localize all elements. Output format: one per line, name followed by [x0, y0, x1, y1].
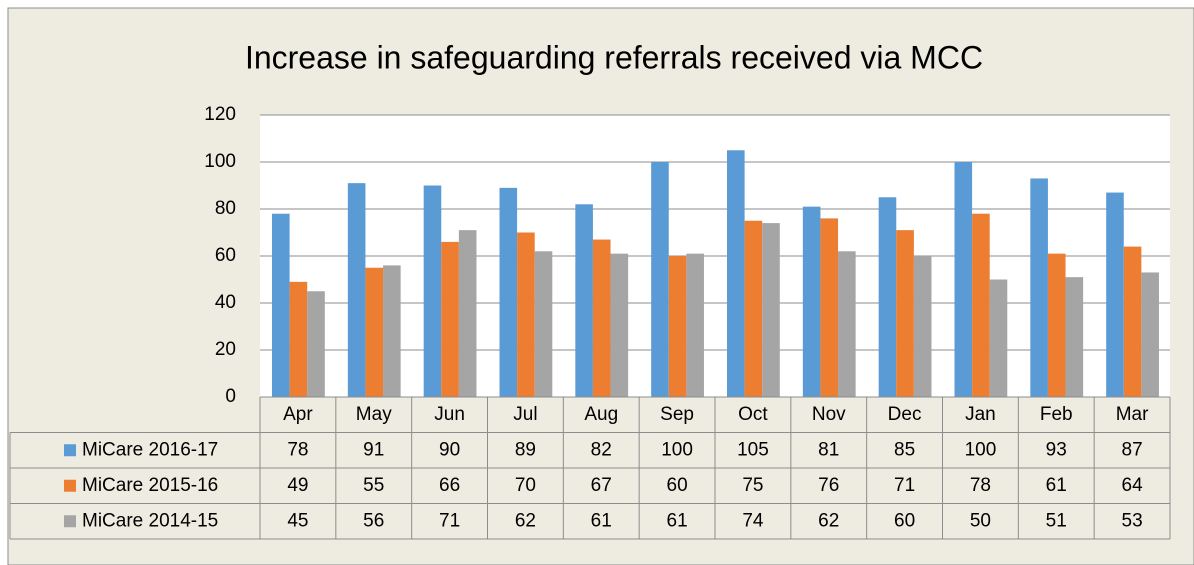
table-value: 56: [363, 510, 384, 531]
bar: [1047, 253, 1066, 397]
table-value: 61: [591, 510, 612, 531]
table-value: 81: [818, 439, 839, 460]
bar: [383, 265, 401, 397]
table-value: 71: [894, 475, 915, 496]
bar: [307, 291, 325, 397]
bar: [365, 267, 384, 397]
table-value: 66: [439, 475, 460, 496]
legend-label: MiCare 2016-17: [82, 439, 218, 460]
table-value: 78: [287, 439, 308, 460]
legend-swatch: [64, 515, 76, 528]
table-value: 89: [515, 439, 536, 460]
bar: [1106, 192, 1124, 397]
bar: [458, 230, 477, 397]
bar: [727, 150, 745, 397]
bar: [575, 204, 593, 397]
y-tick-label: 60: [215, 245, 236, 266]
bar: [896, 230, 914, 397]
x-tick-label: Aug: [584, 404, 618, 425]
x-tick-label: Nov: [812, 404, 846, 425]
bar: [423, 185, 442, 397]
bar: [610, 253, 629, 397]
legend-swatch: [64, 479, 76, 492]
x-tick-label: Jul: [513, 404, 537, 425]
table-value: 60: [894, 510, 915, 531]
x-tick-label: Jan: [965, 404, 996, 425]
chart-title: Increase in safeguarding referrals recei…: [245, 39, 983, 75]
bar: [802, 206, 821, 397]
table-value: 45: [287, 510, 308, 531]
y-tick-label: 100: [204, 151, 236, 172]
bar: [820, 218, 839, 397]
table-value: 93: [1046, 439, 1067, 460]
table-value: 91: [363, 439, 384, 460]
y-tick-label: 0: [225, 386, 236, 407]
legend-swatch: [64, 444, 76, 457]
bar: [972, 213, 990, 397]
bar: [1030, 178, 1048, 397]
bar: [989, 279, 1008, 397]
bar: [878, 197, 897, 397]
x-tick-label: Dec: [888, 404, 922, 425]
bar: [347, 183, 366, 397]
table-value: 62: [515, 510, 536, 531]
table-value: 75: [742, 475, 763, 496]
table-value: 62: [818, 510, 839, 531]
bar: [441, 241, 459, 397]
bar: [289, 281, 308, 397]
x-tick-label: Mar: [1116, 404, 1149, 425]
bar: [517, 232, 535, 397]
table-value: 55: [363, 475, 384, 496]
bar: [534, 251, 553, 397]
bar: [272, 213, 290, 397]
bar: [1123, 246, 1142, 397]
x-tick-label: Apr: [283, 404, 313, 425]
table-value: 51: [1046, 510, 1067, 531]
x-tick-label: Feb: [1040, 404, 1073, 425]
table-value: 67: [591, 475, 612, 496]
y-tick-label: 20: [215, 339, 236, 360]
bar: [762, 223, 780, 397]
x-tick-label: Jun: [434, 404, 465, 425]
table-value: 100: [965, 439, 997, 460]
bar: [686, 253, 704, 397]
table-value: 76: [818, 475, 839, 496]
bar: [838, 251, 856, 397]
table-value: 100: [661, 439, 693, 460]
x-tick-label: Sep: [660, 404, 694, 425]
bar: [744, 220, 763, 397]
x-tick-label: Oct: [738, 404, 768, 425]
table-value: 85: [894, 439, 915, 460]
bar: [651, 162, 669, 397]
bar: [499, 187, 518, 397]
table-value: 61: [1046, 475, 1067, 496]
table-value: 49: [287, 475, 308, 496]
bar: [1141, 272, 1159, 397]
table-value: 64: [1122, 475, 1144, 496]
bar: [954, 162, 973, 397]
y-tick-label: 120: [204, 104, 236, 125]
table-value: 90: [439, 439, 460, 460]
table-value: 87: [1122, 439, 1143, 460]
table-value: 60: [667, 475, 688, 496]
bar: [668, 256, 687, 397]
table-value: 82: [591, 439, 612, 460]
table-value: 78: [970, 475, 991, 496]
table-value: 61: [667, 510, 688, 531]
x-tick-label: May: [356, 404, 392, 425]
bar: [592, 239, 611, 397]
table-value: 105: [737, 439, 769, 460]
table-value: 50: [970, 510, 991, 531]
bar: [913, 256, 932, 397]
table-value: 53: [1122, 510, 1143, 531]
legend-label: MiCare 2014-15: [82, 510, 218, 531]
y-tick-label: 40: [215, 292, 236, 313]
y-tick-label: 80: [215, 198, 236, 219]
table-value: 74: [742, 510, 764, 531]
table-value: 71: [439, 510, 460, 531]
legend-label: MiCare 2015-16: [82, 475, 218, 496]
table-value: 70: [515, 475, 536, 496]
bar: [1065, 277, 1084, 397]
